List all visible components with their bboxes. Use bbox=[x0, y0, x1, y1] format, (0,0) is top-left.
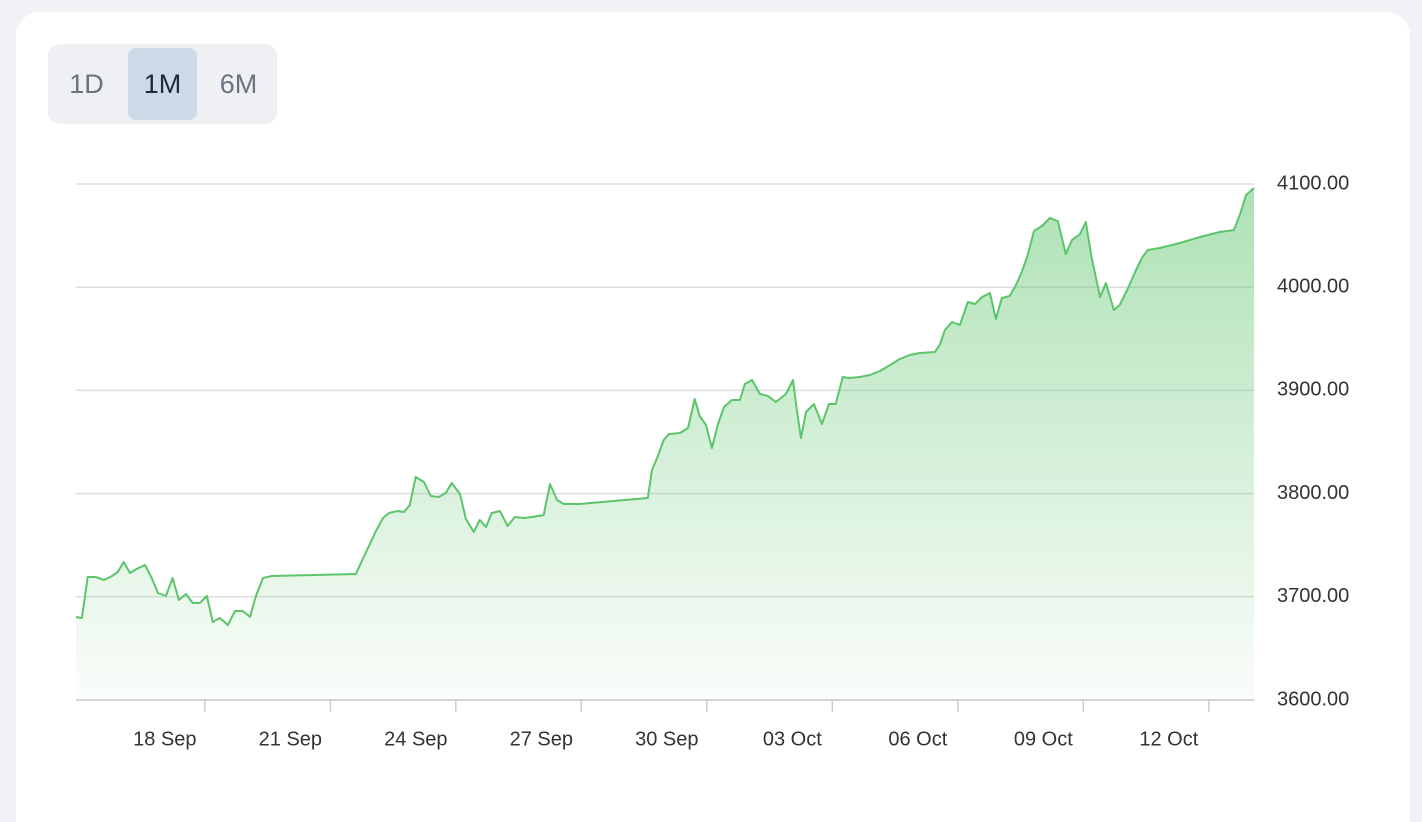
y-tick-label: 3800.00 bbox=[1277, 482, 1349, 504]
y-tick-label: 3600.00 bbox=[1277, 688, 1349, 710]
x-tick-label: 27 Sep bbox=[510, 728, 573, 750]
range-selector: 1D 1M 6M bbox=[48, 44, 277, 124]
range-button[interactable]: 1M bbox=[128, 48, 197, 120]
y-tick-label: 4100.00 bbox=[1277, 172, 1349, 194]
x-tick-label: 21 Sep bbox=[259, 728, 322, 750]
x-tick-label: 09 Oct bbox=[1014, 728, 1073, 750]
x-tick-label: 30 Sep bbox=[635, 728, 698, 750]
x-tick-label: 06 Oct bbox=[888, 728, 947, 750]
x-tick-label: 03 Oct bbox=[763, 728, 822, 750]
y-tick-label: 4000.00 bbox=[1277, 275, 1349, 297]
range-button[interactable]: 6M bbox=[219, 68, 258, 99]
y-tick-label: 3700.00 bbox=[1277, 585, 1349, 607]
x-tick-label: 12 Oct bbox=[1139, 728, 1198, 750]
range-button[interactable]: 1D bbox=[69, 68, 104, 99]
price-line bbox=[75, 187, 1255, 626]
area-fill bbox=[76, 188, 1254, 700]
x-tick-label: 24 Sep bbox=[384, 728, 447, 750]
x-tick-label: 18 Sep bbox=[133, 728, 196, 750]
y-tick-label: 3900.00 bbox=[1277, 379, 1349, 401]
